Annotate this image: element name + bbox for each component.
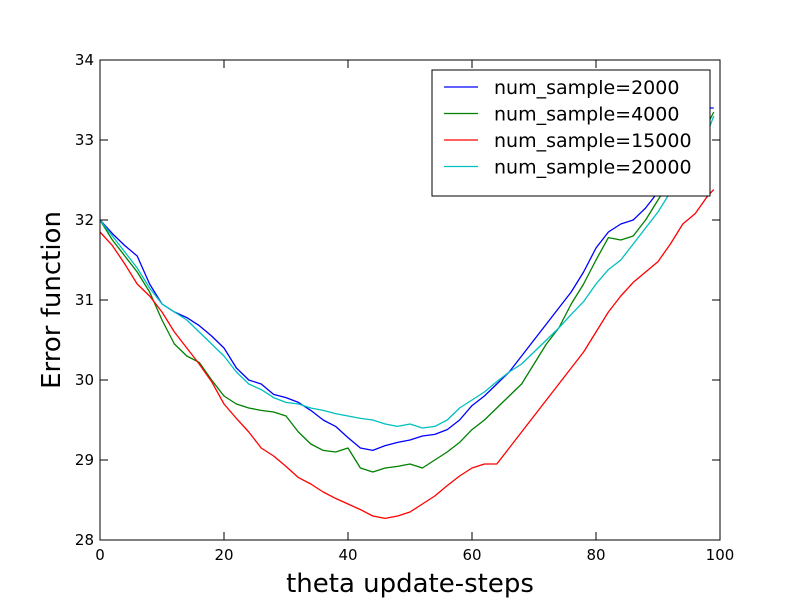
x-axis-label: theta update-steps: [286, 569, 534, 599]
plot-frame: [99, 59, 721, 541]
legend-label: num_sample=15000: [494, 130, 692, 152]
x-tick-label: 20: [214, 546, 233, 564]
series-line-3: [99, 189, 715, 520]
legend-box: [431, 69, 711, 197]
x-tick-label: 0: [95, 546, 105, 564]
y-tick-label: 31: [75, 291, 94, 309]
x-tick-label: 80: [586, 546, 605, 564]
series-line-1: [99, 107, 714, 452]
y-axis-label: Error function: [37, 211, 67, 389]
x-tick-label: 100: [706, 546, 735, 564]
legend-label: num_sample=4000: [494, 104, 679, 126]
y-tick-label: 32: [75, 211, 94, 229]
y-tick-label: 30: [75, 371, 94, 389]
y-tick-label: 33: [75, 131, 94, 149]
legend: num_sample=2000 num_sample=4000 num_sample…: [431, 69, 711, 197]
legend-label: num_sample=20000: [494, 157, 692, 179]
series-line-2: [99, 111, 715, 473]
ticks-layer: 0 20 40 60 80 100 28 29 30 31 32 33 34: [75, 51, 734, 564]
series-layer: [99, 107, 715, 520]
y-tick-label: 34: [75, 51, 94, 69]
x-tick-label: 40: [338, 546, 357, 564]
y-tick-label: 29: [75, 451, 94, 469]
series-line-4: [99, 115, 715, 429]
y-tick-label: 28: [75, 531, 94, 549]
x-tick-label: 60: [462, 546, 481, 564]
legend-label: num_sample=2000: [494, 77, 679, 99]
